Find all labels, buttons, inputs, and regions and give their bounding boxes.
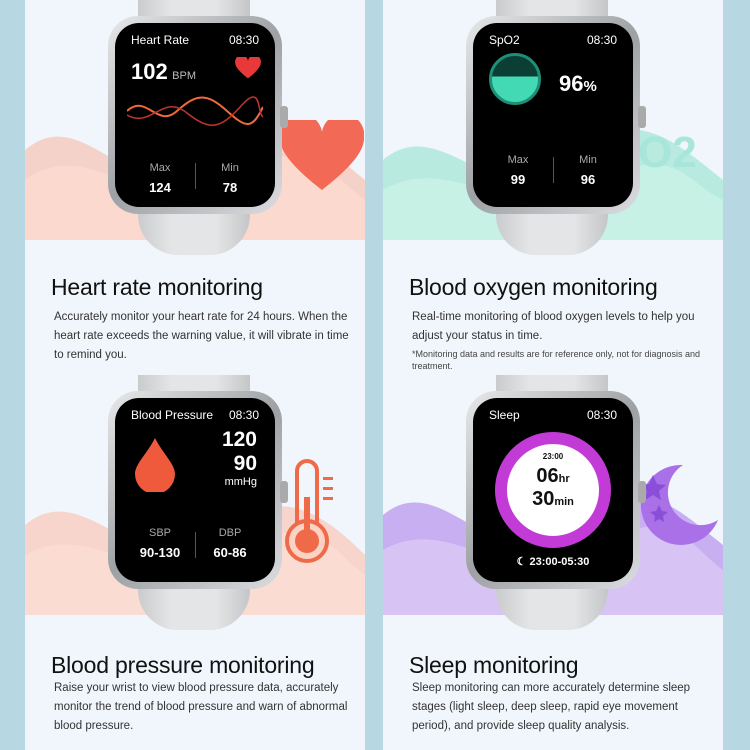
screen-title: Sleep — [489, 408, 520, 422]
min-value: 78 — [222, 180, 238, 195]
sleep-range: 23:00-05:30 — [529, 556, 590, 568]
screen-time: 08:30 — [586, 33, 617, 47]
spo2-value: 96 — [559, 71, 584, 96]
divider — [195, 163, 196, 189]
screen-title: SpO2 — [489, 33, 520, 47]
watch: Heart Rate 08:30 102 BPM Max 124 Min 78 — [108, 16, 282, 214]
watch: Sleep 08:30 23:00 06hr 30min ☾ 23:00-05:3… — [466, 391, 640, 589]
sleep-minutes: 30 — [532, 488, 555, 510]
min-value: 96 — [580, 172, 596, 187]
diastolic-value: 90 — [233, 452, 257, 475]
hours-unit: hr — [558, 473, 570, 485]
watch: Blood Pressure 08:30 120 90 mmHg SBP 90-130 D… — [108, 391, 282, 589]
watch-screen: SpO2 08:30 96% Max 99 Min 96 — [473, 23, 633, 207]
section-heading: Heart rate monitoring — [51, 274, 263, 300]
sbp-value: 90-130 — [139, 545, 181, 560]
disclaimer-note: *Monitoring data and results are for ref… — [412, 349, 700, 371]
heart-rate-waveform — [127, 96, 263, 126]
watch: SpO2 08:30 96% Max 99 Min 96 — [466, 16, 640, 214]
divider — [553, 157, 554, 183]
screen-time: 08:30 — [586, 408, 617, 422]
heart-rate-unit: BPM — [172, 70, 197, 82]
min-label: Min — [579, 154, 597, 166]
max-label: Max — [507, 154, 529, 166]
blood-drop-icon — [135, 438, 175, 492]
divider — [195, 532, 196, 558]
pressure-unit: mmHg — [224, 476, 257, 488]
section-heading: Blood oxygen monitoring — [409, 274, 658, 300]
moon-stars-icon — [640, 464, 718, 545]
watch-screen: Sleep 08:30 23:00 06hr 30min ☾ 23:00-05:3… — [473, 398, 633, 582]
spo2-gauge-icon — [489, 53, 541, 105]
thermometer-icon — [285, 459, 333, 563]
blood-oxygen-panel: O2 SpO2 08:30 96% Max 99 Min 96 Blood oxygen… — [383, 0, 723, 375]
max-label: Max — [149, 162, 171, 174]
blood-pressure-panel: Blood Pressure 08:30 120 90 mmHg SBP 90-130 D… — [25, 375, 365, 750]
sbp-label: SBP — [148, 527, 171, 539]
max-value: 124 — [149, 180, 171, 195]
max-value: 99 — [510, 172, 526, 187]
watch-crown — [280, 481, 288, 503]
dbp-value: 60-86 — [213, 545, 247, 560]
watch-crown — [280, 106, 288, 128]
section-heading: Sleep monitoring — [409, 652, 579, 678]
o2-decor-text: O2 — [638, 128, 697, 177]
screen-time: 08:30 — [228, 33, 259, 47]
section-description: Sleep monitoring can more accurately det… — [412, 682, 691, 732]
heart-icon — [280, 120, 364, 190]
systolic-value: 120 — [221, 428, 257, 451]
screen-title: Heart Rate — [131, 33, 190, 47]
sleep-panel: Sleep 08:30 23:00 06hr 30min ☾ 23:00-05:3… — [383, 375, 723, 750]
spo2-unit: % — [583, 78, 597, 95]
screen-title: Blood Pressure — [131, 408, 214, 422]
heart-icon — [235, 57, 261, 79]
sleep-hours: 06 — [536, 465, 559, 487]
heart-rate-panel: Heart Rate 08:30 102 BPM Max 124 Min 78 Hear… — [25, 0, 365, 375]
section-description: Real-time monitoring of blood oxygen lev… — [412, 311, 695, 342]
watch-crown — [638, 106, 646, 128]
screen-time: 08:30 — [228, 408, 259, 422]
watch-crown — [638, 481, 646, 503]
heart-rate-value: 102 — [131, 59, 168, 84]
dial-start-time: 23:00 — [542, 452, 564, 461]
minutes-unit: min — [554, 496, 574, 508]
watch-screen: Blood Pressure 08:30 120 90 mmHg SBP 90-130 D… — [115, 398, 275, 582]
dbp-label: DBP — [218, 527, 242, 539]
sleep-dial: 23:00 06hr 30min — [495, 432, 611, 548]
moon-icon: ☾ — [516, 556, 530, 568]
section-heading: Blood pressure monitoring — [51, 652, 315, 678]
min-label: Min — [221, 162, 239, 174]
section-description: Raise your wrist to view blood pressure … — [54, 682, 348, 732]
section-description: Accurately monitor your heart rate for 2… — [54, 311, 349, 361]
watch-screen: Heart Rate 08:30 102 BPM Max 124 Min 78 — [115, 23, 275, 207]
